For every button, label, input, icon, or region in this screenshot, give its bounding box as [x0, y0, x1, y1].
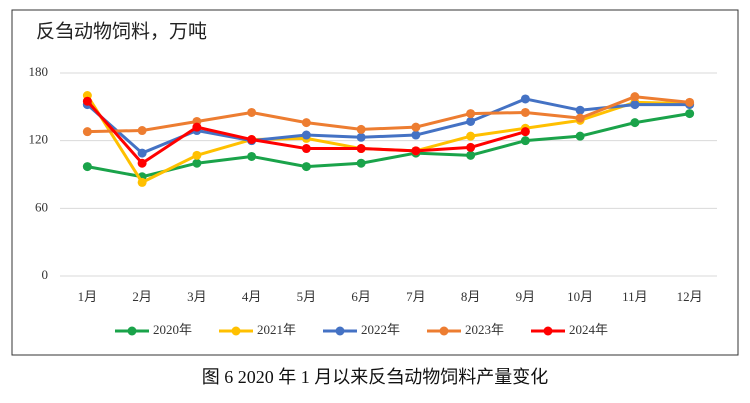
- legend-label: 2020年: [153, 322, 192, 337]
- point: [520, 136, 530, 146]
- point: [466, 131, 476, 141]
- point: [356, 132, 366, 142]
- y-tick-label: 0: [42, 267, 49, 282]
- series-line: [87, 112, 690, 179]
- x-tick-label: 11月: [622, 289, 648, 304]
- point: [301, 130, 311, 140]
- point: [82, 96, 92, 106]
- legend-marker: [231, 326, 241, 336]
- x-tick-label: 1月: [78, 289, 98, 304]
- point: [356, 144, 366, 154]
- legend-label: 2022年: [361, 322, 400, 337]
- point: [520, 127, 530, 137]
- point: [575, 131, 585, 141]
- point: [685, 109, 695, 119]
- point: [466, 109, 476, 119]
- point: [411, 122, 421, 132]
- x-tick-label: 9月: [516, 289, 536, 304]
- legend-marker: [439, 326, 449, 336]
- point: [301, 162, 311, 172]
- point: [630, 118, 640, 128]
- point: [575, 105, 585, 115]
- legend-label: 2021年: [257, 322, 296, 337]
- point: [411, 146, 421, 156]
- chart-title: 反刍动物饲料，万吨: [36, 20, 207, 42]
- x-tick-label: 6月: [351, 289, 371, 304]
- point: [411, 130, 421, 140]
- y-tick-label: 60: [35, 199, 48, 214]
- point: [356, 124, 366, 134]
- point: [247, 135, 257, 145]
- point: [630, 100, 640, 110]
- x-tick-label: 4月: [242, 289, 262, 304]
- series-line: [87, 95, 690, 134]
- point: [137, 126, 147, 136]
- chart-caption: 图 6 2020 年 1 月以来反刍动物饲料产量变化: [202, 367, 549, 387]
- point: [137, 177, 147, 187]
- y-tick-label: 120: [29, 132, 49, 147]
- chart-frame: [11, 9, 739, 356]
- x-tick-label: 12月: [677, 289, 703, 304]
- point: [82, 127, 92, 137]
- point: [685, 97, 695, 107]
- point: [301, 118, 311, 128]
- point: [247, 107, 257, 117]
- x-tick-label: 5月: [297, 289, 317, 304]
- point: [137, 158, 147, 168]
- x-tick-label: 8月: [461, 289, 481, 304]
- point: [466, 142, 476, 152]
- legend-marker: [335, 326, 345, 336]
- point: [466, 150, 476, 160]
- point: [356, 158, 366, 168]
- point: [247, 151, 257, 161]
- x-tick-label: 10月: [567, 289, 593, 304]
- point: [630, 92, 640, 102]
- point: [520, 94, 530, 104]
- point: [301, 144, 311, 154]
- x-tick-label: 2月: [132, 289, 152, 304]
- point: [466, 116, 476, 126]
- point: [82, 162, 92, 172]
- point: [575, 113, 585, 123]
- point: [520, 107, 530, 117]
- point: [137, 148, 147, 158]
- point: [192, 150, 202, 160]
- legend-marker: [127, 326, 137, 336]
- y-tick-label: 180: [29, 64, 49, 79]
- legend-marker: [543, 326, 553, 336]
- legend-label: 2024年: [569, 322, 608, 337]
- x-tick-label: 3月: [187, 289, 207, 304]
- point: [192, 158, 202, 168]
- point: [192, 122, 202, 132]
- legend-label: 2023年: [465, 322, 504, 337]
- x-tick-label: 7月: [406, 289, 426, 304]
